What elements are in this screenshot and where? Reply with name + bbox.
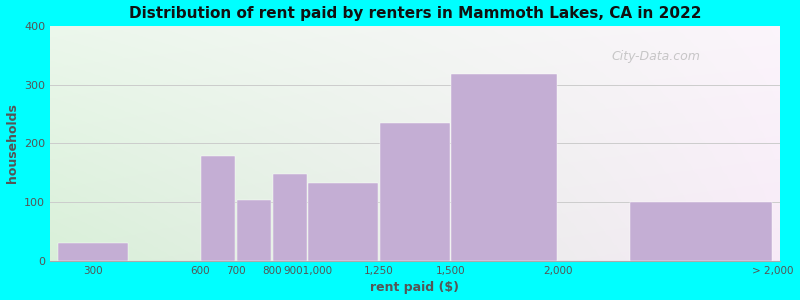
Y-axis label: households: households bbox=[6, 103, 18, 183]
Bar bbox=[630, 202, 772, 261]
Bar bbox=[237, 200, 271, 261]
Bar bbox=[58, 243, 128, 261]
Bar bbox=[201, 156, 235, 261]
X-axis label: rent paid ($): rent paid ($) bbox=[370, 281, 459, 294]
Bar bbox=[380, 123, 450, 261]
Text: City-Data.com: City-Data.com bbox=[611, 50, 700, 63]
Title: Distribution of rent paid by renters in Mammoth Lakes, CA in 2022: Distribution of rent paid by renters in … bbox=[129, 6, 701, 21]
Bar bbox=[273, 174, 307, 261]
Bar bbox=[308, 183, 378, 261]
Bar bbox=[451, 74, 558, 261]
